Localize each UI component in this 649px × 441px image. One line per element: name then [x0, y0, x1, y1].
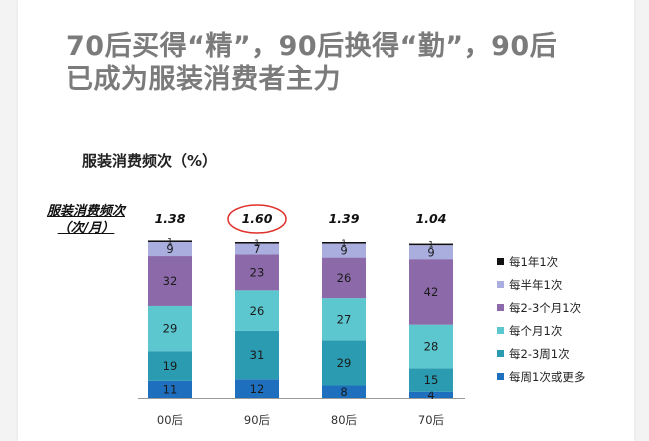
- legend-swatch: [497, 373, 504, 380]
- bar-value-label: 1: [254, 239, 260, 249]
- bar-segment: [322, 242, 366, 244]
- legend-swatch: [497, 350, 504, 357]
- bar-value-label: 7: [253, 242, 260, 256]
- bar-segment: [148, 351, 192, 381]
- bar-segment: [148, 256, 192, 306]
- highlight-circle: [227, 204, 287, 234]
- bar-segment: [148, 242, 192, 257]
- bar-segment: [409, 259, 453, 325]
- bar-segment: [235, 254, 279, 291]
- bar-value-label: 9: [340, 244, 347, 258]
- legend-item: 每个月1次: [497, 322, 627, 339]
- legend-label: 每个月1次: [509, 323, 563, 338]
- bar-value-label: 9: [166, 242, 173, 256]
- chart-title: 服装消费频次（%）: [82, 152, 218, 170]
- legend-item: 每2-3个月1次: [497, 299, 627, 316]
- frequency-value: 1.04: [416, 211, 447, 226]
- bar-segment: [148, 305, 192, 352]
- bar-segment: [235, 242, 279, 244]
- legend-item: 每2-3周1次: [497, 345, 627, 362]
- bar-value-label: 28: [424, 340, 439, 354]
- bar-value-label: 26: [250, 304, 265, 318]
- bar-segment: [235, 290, 279, 331]
- bar-value-label: 9: [427, 245, 434, 259]
- bar-segment: [322, 298, 366, 341]
- bar-segment: [148, 240, 192, 242]
- bar-value-label: 15: [424, 373, 439, 387]
- legend-label: 每2-3个月1次: [509, 300, 582, 315]
- legend-item: 每周1次或更多: [497, 368, 627, 385]
- frequency-axis-label: 服装消费频次 （次/月）: [36, 203, 136, 237]
- bar-value-label: 31: [250, 348, 265, 362]
- frequency-value: 1.38: [155, 211, 186, 226]
- legend-swatch: [497, 327, 504, 334]
- bar-value-label: 1: [341, 239, 347, 249]
- frequency-label-line-2: （次/月）: [57, 221, 115, 236]
- title-line-2: 已成为服装消费者主力: [66, 64, 341, 95]
- bar-value-label: 1: [428, 241, 434, 251]
- title-line-1: 70后买得“精”，90后换得“勤”，90后: [66, 31, 558, 62]
- bar-segment: [409, 391, 453, 398]
- bar-segment: [235, 330, 279, 380]
- bar-segment: [409, 245, 453, 260]
- legend-label: 每周1次或更多: [509, 369, 586, 384]
- x-tick-label: 90后: [244, 413, 270, 427]
- bar-value-label: 23: [250, 266, 265, 280]
- bar-value-label: 26: [337, 271, 352, 285]
- bar-value-label: 29: [337, 356, 352, 370]
- frequency-label-line-1: 服装消费频次: [46, 204, 125, 219]
- bar-value-label: 12: [250, 382, 265, 396]
- x-tick-label: 80后: [331, 413, 357, 427]
- bar-value-label: 8: [340, 385, 347, 399]
- bar-segment: [322, 340, 366, 386]
- x-tick-label: 00后: [157, 413, 183, 427]
- x-tick-label: 70后: [418, 413, 444, 427]
- bar-value-label: 19: [163, 359, 178, 373]
- bar-segment: [235, 379, 279, 398]
- bar-value-label: 11: [163, 383, 178, 397]
- legend-label: 每2-3周1次: [509, 346, 570, 361]
- bar-value-label: 4: [427, 388, 434, 402]
- bar-segment: [409, 324, 453, 369]
- bar-segment: [322, 385, 366, 398]
- bar-value-label: 42: [424, 285, 439, 299]
- slide-title: 70后买得“精”，90后换得“勤”，90后 已成为服装消费者主力: [66, 30, 626, 96]
- legend-item: 每1年1次: [497, 253, 627, 270]
- bar-value-label: 32: [163, 274, 178, 288]
- frequency-value: 1.39: [329, 211, 360, 226]
- bar-segment: [235, 243, 279, 255]
- bar-segment: [322, 243, 366, 258]
- bar-segment: [322, 257, 366, 299]
- legend-swatch: [497, 304, 504, 311]
- bar-segment: [148, 380, 192, 398]
- legend-label: 每半年1次: [509, 277, 563, 292]
- chart-legend: 每1年1次每半年1次每2-3个月1次 每个月1次每2-3周1次每周1次或更多: [497, 253, 627, 391]
- bar-value-label: 29: [163, 322, 178, 336]
- bar-value-label: 27: [337, 312, 352, 326]
- legend-item: 每半年1次: [497, 276, 627, 293]
- legend-swatch: [497, 258, 504, 265]
- legend-swatch: [497, 281, 504, 288]
- legend-label: 每1年1次: [509, 254, 559, 269]
- frequency-value: 1.60: [242, 211, 273, 226]
- bar-segment: [409, 368, 453, 392]
- bar-segment: [409, 243, 453, 246]
- bar-value-label: 1: [167, 237, 173, 247]
